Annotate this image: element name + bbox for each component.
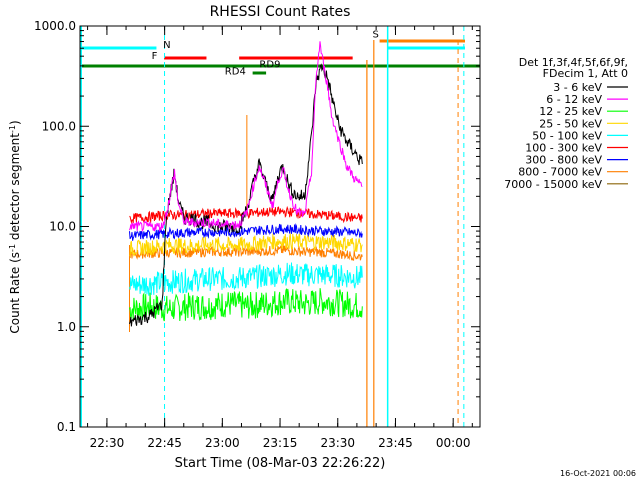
y-label-part: detector segment <box>8 133 22 244</box>
legend-header: Det 1f,3f,4f,5f,6f,9f, <box>519 56 628 69</box>
y-label-sup: -1 <box>8 244 17 252</box>
legend-label: 100 - 300 keV <box>525 142 602 155</box>
state-lines-layer <box>80 26 465 427</box>
x-tick-label: 23:15 <box>263 436 298 450</box>
y-tick-label: 0.1 <box>57 420 76 434</box>
x-tick-label: 23:30 <box>320 436 355 450</box>
y-axis-label: Count Rate (s-1 detector segment-1) <box>8 120 23 333</box>
legend-label: 6 - 12 keV <box>546 93 602 106</box>
legend-label: 25 - 50 keV <box>539 117 602 130</box>
chart-title: RHESSI Count Rates <box>210 4 351 20</box>
x-tick-label: 23:00 <box>205 436 240 450</box>
series-line-50-100kev <box>129 262 363 296</box>
y-label-part: Count Rate (s <box>8 252 22 334</box>
y-label-part: ) <box>8 120 22 125</box>
legend-label: 12 - 25 keV <box>539 105 602 118</box>
x-axis-label: Start Time (08-Mar-03 22:26:22) <box>175 456 386 471</box>
y-tick-label: 1.0 <box>57 320 76 334</box>
series-line-800-7000kev <box>129 245 363 261</box>
legend-label: 7000 - 15000 keV <box>504 178 602 191</box>
legend: Det 1f,3f,4f,5f,6f,9f,FDecim 1, Att 03 -… <box>504 56 628 191</box>
flag-bars-layer <box>80 39 480 75</box>
annotation-f: F <box>152 51 158 62</box>
legend-label: 50 - 100 keV <box>532 129 602 142</box>
annotation-n: N <box>163 40 170 51</box>
x-tick-label: 22:45 <box>147 436 182 450</box>
series-layer <box>129 41 363 327</box>
series-line-300-800kev <box>129 223 363 241</box>
footer-date: 16-Oct-2021 00:06 <box>560 469 636 478</box>
y-tick-label: 100.0 <box>42 119 76 133</box>
x-tick-label: 22:30 <box>90 436 125 450</box>
series-line-6-12kev <box>129 41 363 232</box>
annotations-layer: NF RD9 RD4 S <box>152 29 379 77</box>
y-tick-label: 1000.0 <box>34 19 76 33</box>
annotation-s: S <box>373 29 379 40</box>
x-axis-ticks: 22:30 22:45 23:00 23:15 23:30 23:45 00:00 <box>87 26 473 450</box>
y-tick-label: 10.0 <box>49 220 76 234</box>
legend-label: 3 - 6 keV <box>553 81 602 94</box>
x-tick-label: 23:45 <box>378 436 413 450</box>
annotation-rd9: RD9 <box>259 60 280 71</box>
legend-label: 300 - 800 keV <box>525 154 602 167</box>
series-line-12-25kev <box>129 288 363 322</box>
y-axis-ticks: 0.1 1.0 10.0 100.0 1000.0 <box>34 19 480 434</box>
y-label-sup: -1 <box>8 125 17 133</box>
annotation-rd4: RD4 <box>225 66 246 77</box>
legend-label: 800 - 7000 keV <box>518 166 602 179</box>
x-tick-label: 00:00 <box>436 436 471 450</box>
legend-header: FDecim 1, Att 0 <box>543 67 628 80</box>
series-line-25-50kev <box>129 233 363 258</box>
